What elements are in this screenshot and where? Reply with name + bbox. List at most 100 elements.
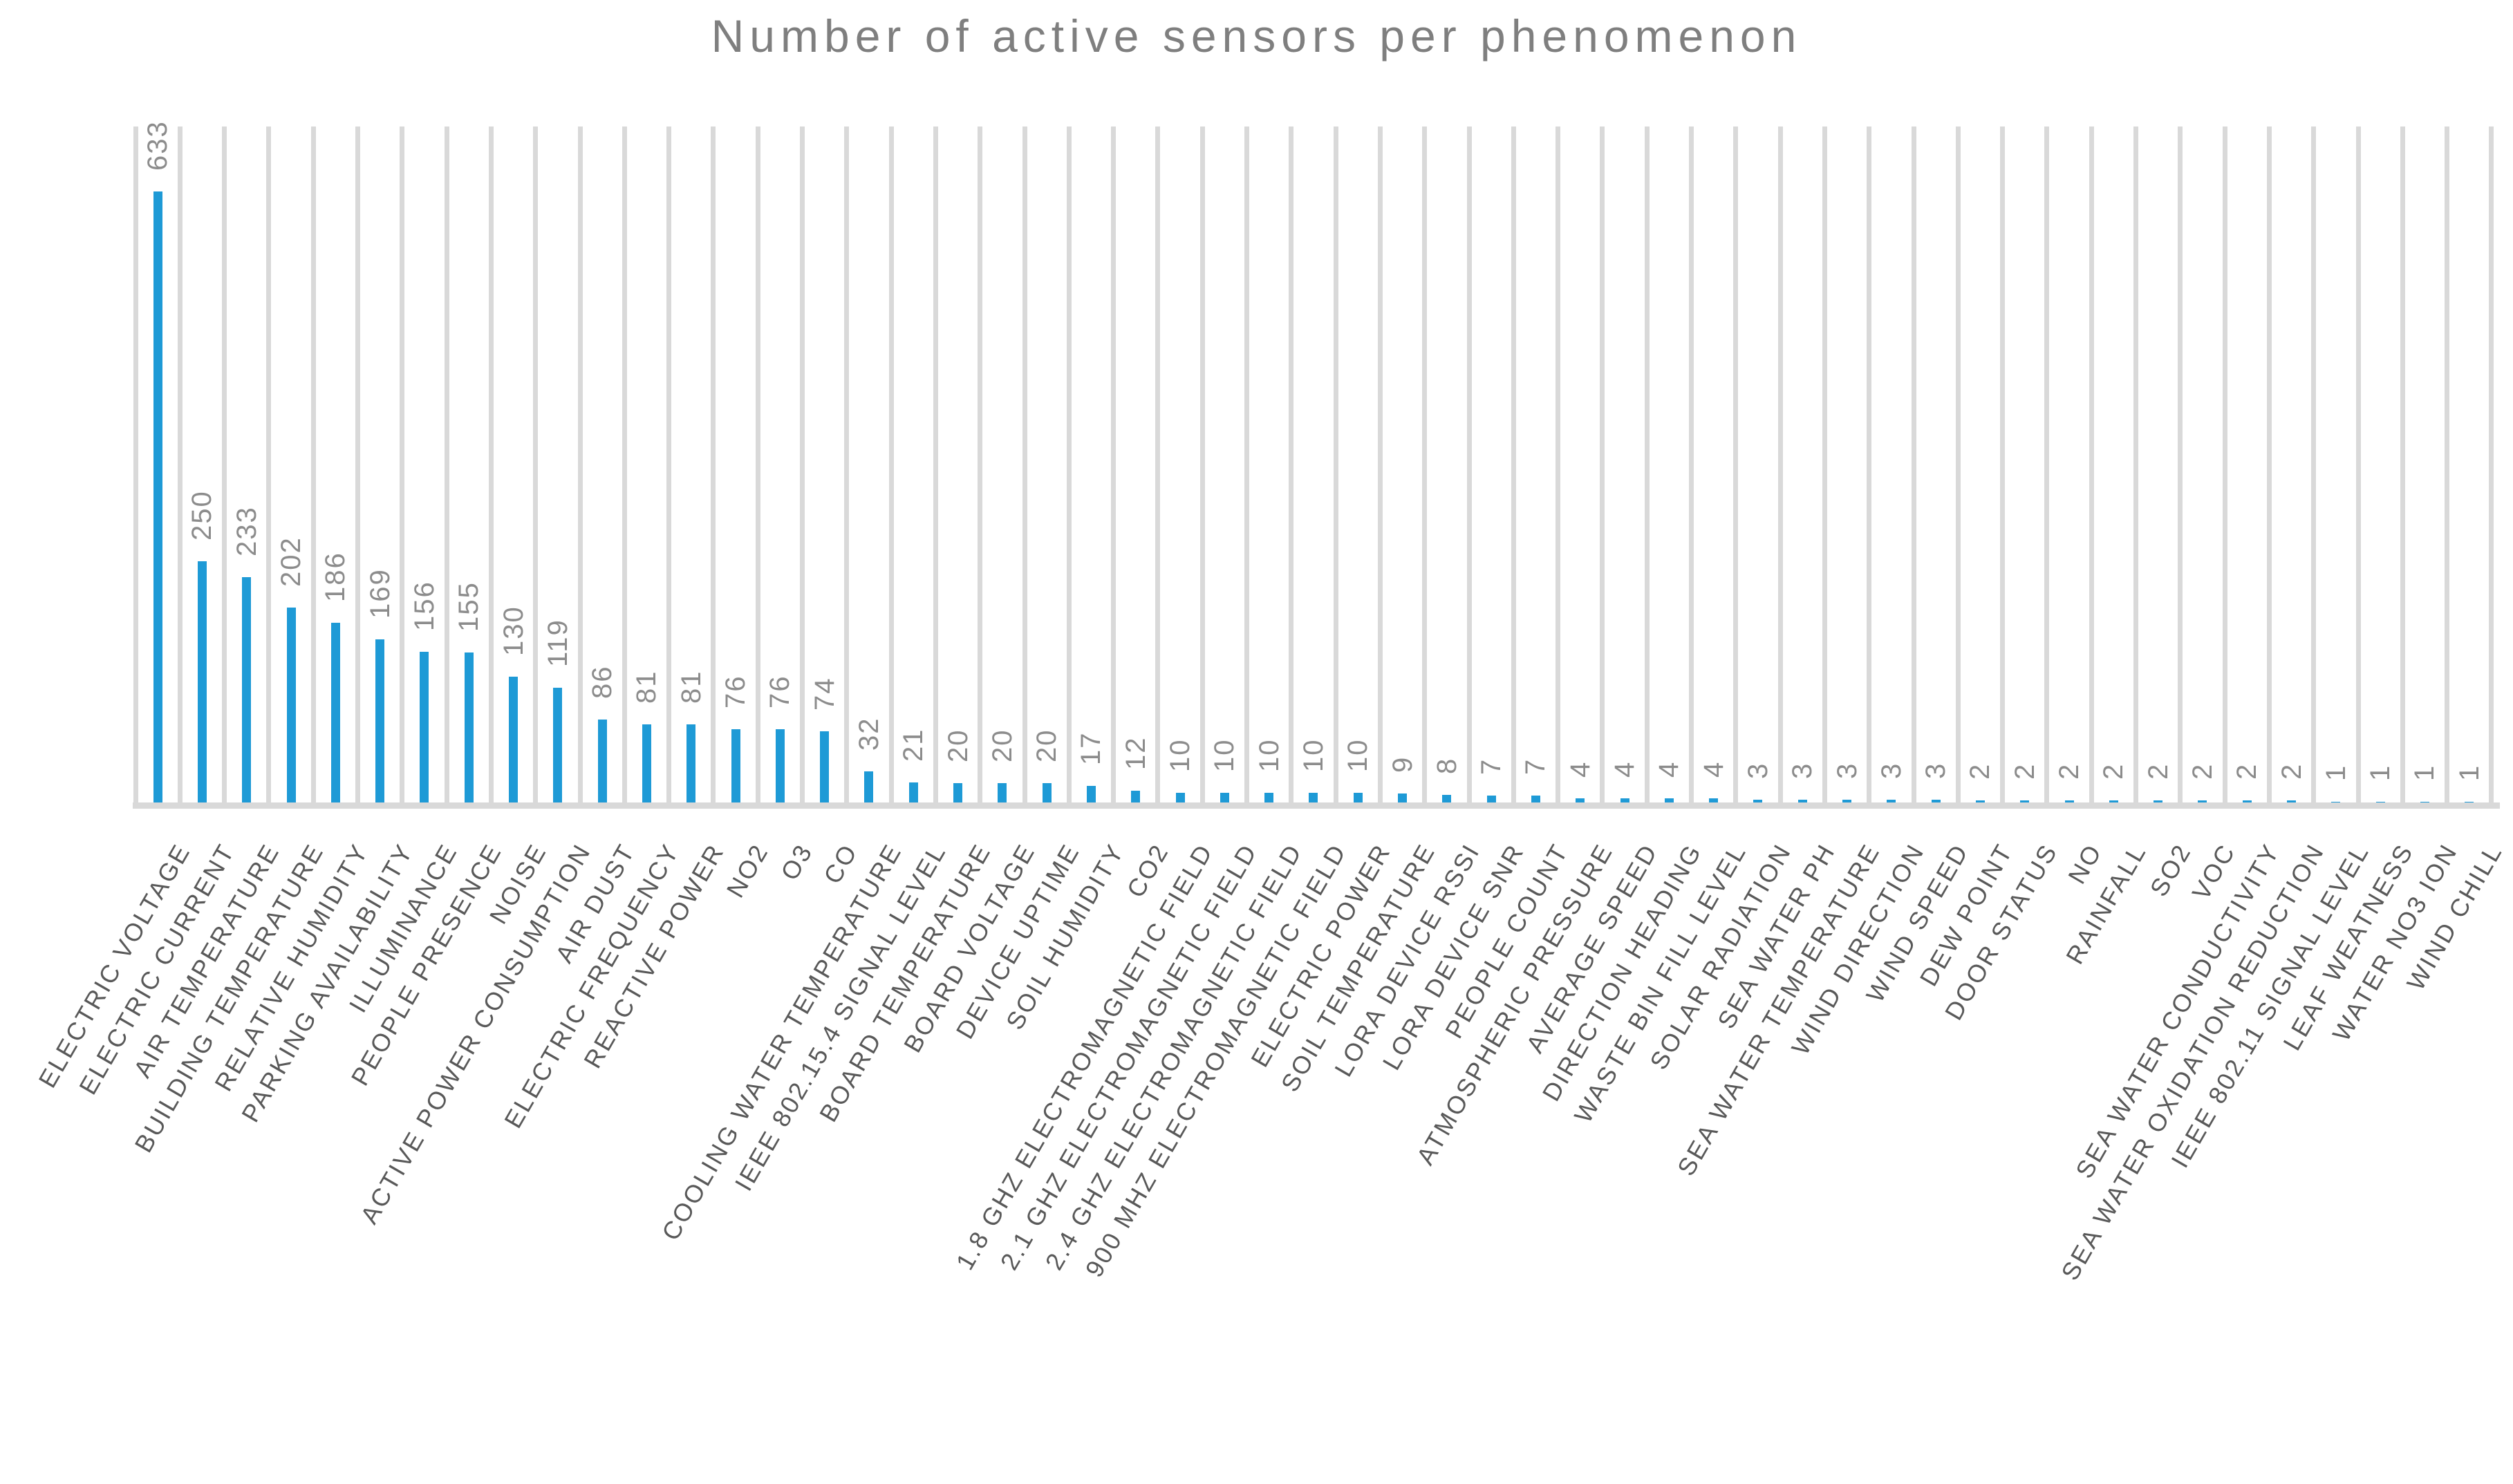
category-label: CO <box>817 838 863 889</box>
category-gridline <box>1511 126 1516 802</box>
category-gridline <box>1600 126 1605 802</box>
bar-value-label: 81 <box>675 670 707 704</box>
category-gridline <box>1155 126 1161 802</box>
bar <box>775 729 785 802</box>
bar <box>1975 800 1985 802</box>
bar-value-label: 81 <box>631 670 662 704</box>
bar <box>1398 793 1408 802</box>
bar-value-label: 2 <box>2098 762 2129 780</box>
bar-value-label: 2 <box>2232 762 2263 780</box>
category-gridline <box>800 126 805 802</box>
bar <box>642 724 651 802</box>
bar-value-label: 1 <box>2454 764 2485 781</box>
category-gridline <box>888 126 894 802</box>
category-gridline <box>1199 126 1205 802</box>
bar-value-label: 3 <box>1787 762 1818 779</box>
category-gridline <box>622 126 627 802</box>
category-gridline <box>400 126 405 802</box>
chart-title: Number of active sensors per phenomenon <box>711 10 1802 62</box>
category-gridline <box>1733 126 1739 802</box>
category-gridline <box>711 126 716 802</box>
category-gridline <box>1066 126 1072 802</box>
bar-value-label: 2 <box>2054 762 2085 780</box>
category-gridline <box>1111 126 1117 802</box>
bar <box>464 652 474 802</box>
category-gridline <box>2311 126 2317 802</box>
bar <box>1486 796 1496 802</box>
category-gridline <box>1911 126 1916 802</box>
bar <box>1175 793 1185 802</box>
bar <box>1887 800 1896 802</box>
bar <box>509 677 519 802</box>
category-gridline <box>1822 126 1827 802</box>
category-gridline <box>2178 126 2183 802</box>
category-gridline <box>1022 126 1027 802</box>
bar <box>1842 800 1852 802</box>
bar <box>286 608 296 802</box>
bar-value-label: 32 <box>853 717 884 751</box>
category-gridline <box>1244 126 1249 802</box>
bar-value-label: 3 <box>1921 762 1952 779</box>
bar-value-label: 4 <box>1609 760 1641 778</box>
bar <box>820 731 830 802</box>
bar <box>1086 786 1096 802</box>
bar-value-label: 2 <box>2276 762 2307 780</box>
bar <box>1620 798 1629 802</box>
category-gridline <box>533 126 539 802</box>
bar-value-label: 74 <box>809 677 840 711</box>
bar <box>597 720 607 802</box>
bar <box>1353 793 1363 802</box>
category-gridline <box>1466 126 1472 802</box>
category-gridline <box>2044 126 2050 802</box>
bar <box>2020 800 2030 802</box>
category-gridline <box>2355 126 2361 802</box>
category-gridline <box>2000 126 2006 802</box>
category-gridline <box>488 126 494 802</box>
category-gridline <box>1289 126 1294 802</box>
bar-value-label: 633 <box>142 120 174 171</box>
category-gridline <box>177 126 183 802</box>
category-gridline <box>755 126 760 802</box>
category-label: NO2 <box>720 838 774 903</box>
bar-value-label: 10 <box>1209 738 1240 773</box>
category-gridline <box>1377 126 1383 802</box>
bar-value-label: 3 <box>1876 762 1907 779</box>
bar-value-label: 2 <box>2142 762 2174 780</box>
bar-value-label: 9 <box>1387 755 1418 773</box>
category-gridline <box>1867 126 1872 802</box>
bar-value-label: 20 <box>1031 729 1063 763</box>
bar-value-label: 10 <box>1253 738 1284 773</box>
category-gridline <box>310 126 316 802</box>
bar <box>153 191 162 802</box>
category-gridline <box>1955 126 1961 802</box>
bar-value-label: 156 <box>409 581 440 631</box>
category-gridline <box>2089 126 2094 802</box>
bar-value-label: 186 <box>320 552 351 602</box>
bar-value-label: 4 <box>1654 760 1685 778</box>
category-gridline <box>444 126 449 802</box>
category-gridline <box>1556 126 1561 802</box>
bar <box>375 639 385 802</box>
bar-value-label: 2 <box>1965 762 1996 780</box>
bar-value-label: 1 <box>2320 764 2351 781</box>
bar <box>1264 793 1274 802</box>
bar-value-label: 233 <box>231 506 262 556</box>
bar-value-label: 1 <box>2365 764 2396 781</box>
category-gridline <box>577 126 583 802</box>
bar-value-label: 7 <box>1476 758 1507 775</box>
bar <box>1753 800 1763 802</box>
bar-value-label: 4 <box>1564 760 1596 778</box>
category-gridline <box>2489 126 2494 802</box>
category-gridline <box>1777 126 1783 802</box>
bar <box>2109 800 2118 802</box>
bar <box>1220 793 1229 802</box>
bar-value-label: 21 <box>898 728 929 762</box>
category-gridline <box>1422 126 1428 802</box>
bar-value-label: 7 <box>1520 758 1551 775</box>
bar <box>1442 795 1452 802</box>
bar <box>2154 800 2163 802</box>
bar <box>553 688 563 802</box>
bar <box>1309 793 1318 802</box>
category-gridline <box>978 126 983 802</box>
bar-value-label: 10 <box>1343 738 1374 773</box>
